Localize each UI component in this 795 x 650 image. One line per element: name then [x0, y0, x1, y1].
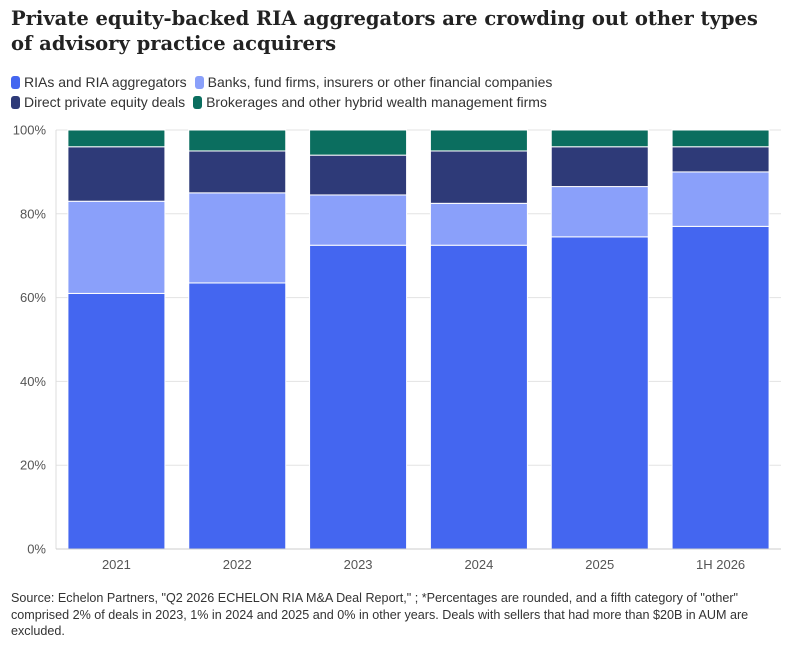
bar-segment [309, 129, 408, 156]
bar-segment [188, 192, 287, 284]
bar-segment [429, 244, 528, 550]
legend-item-brokerages: Brokerages and other hybrid wealth manag… [193, 92, 547, 112]
x-tick-label: 2022 [223, 557, 252, 572]
bar-segment [429, 150, 528, 204]
grid-lines [56, 129, 781, 466]
x-tick-label: 2025 [585, 557, 614, 572]
chart-title: Private equity-backed RIA aggregators ar… [11, 7, 758, 55]
bar-segment [188, 150, 287, 194]
y-tick-label: 0% [27, 542, 46, 557]
bar-segment [429, 202, 528, 246]
bar-segment [67, 200, 166, 294]
legend-swatch-private-equity [11, 95, 20, 109]
bar-segment [188, 129, 287, 152]
bar-segment [550, 129, 649, 148]
legend-swatch-brokerages [193, 95, 203, 109]
source-note: Source: Echelon Partners, "Q2 2026 ECHEL… [11, 591, 749, 638]
legend: RIAs and RIA aggregators Banks, fund fir… [11, 72, 781, 112]
y-tick-label: 60% [20, 290, 46, 305]
x-tick-label: 1H 2026 [696, 557, 745, 572]
axes: 0% 20% 40% 60% 80% 100% 2021 2022 2023 2024 2025 1H… [13, 123, 781, 572]
bar-segment [671, 171, 770, 227]
legend-swatch-banks [194, 75, 204, 89]
y-tick-label: 20% [20, 458, 46, 473]
bars [67, 129, 770, 550]
stacked-bar-chart: 0% 20% 40% 60% 80% 100% 2021 2022 2023 2024 2025 1H… [13, 123, 781, 572]
x-tick-label: 2024 [464, 557, 493, 572]
y-tick-label: 40% [20, 374, 46, 389]
bar-segment [67, 292, 166, 550]
x-tick-label: 2021 [102, 557, 131, 572]
bar-segment [309, 194, 408, 246]
legend-label-brokerages: Brokerages and other hybrid wealth manag… [206, 94, 547, 110]
legend-row-2: Direct private equity deals Brokerages a… [11, 92, 781, 112]
bar-segment [671, 129, 770, 148]
x-tick-label: 2023 [344, 557, 373, 572]
legend-label-rias: RIAs and RIA aggregators [24, 74, 187, 90]
legend-label-banks: Banks, fund firms, insurers or other fin… [207, 74, 553, 90]
legend-label-private-equity: Direct private equity deals [24, 94, 186, 110]
legend-row-1: RIAs and RIA aggregators Banks, fund fir… [11, 72, 781, 92]
bar-segment [429, 129, 528, 152]
bar-segment [67, 146, 166, 202]
bar-segment [671, 225, 770, 550]
bar-segment [550, 236, 649, 550]
bar-segment [309, 154, 408, 196]
bar-segment [550, 146, 649, 188]
legend-item-rias: RIAs and RIA aggregators [11, 72, 187, 92]
bar-segment [309, 244, 408, 550]
bar-segment [671, 146, 770, 173]
y-tick-label: 80% [20, 206, 46, 221]
bar-segment [188, 282, 287, 550]
legend-item-banks: Banks, fund firms, insurers or other fin… [194, 72, 553, 92]
legend-swatch-rias [11, 75, 20, 89]
bar-segment [550, 186, 649, 238]
legend-item-private-equity: Direct private equity deals [11, 92, 185, 112]
y-tick-label: 100% [13, 123, 47, 138]
bar-segment [67, 129, 166, 148]
